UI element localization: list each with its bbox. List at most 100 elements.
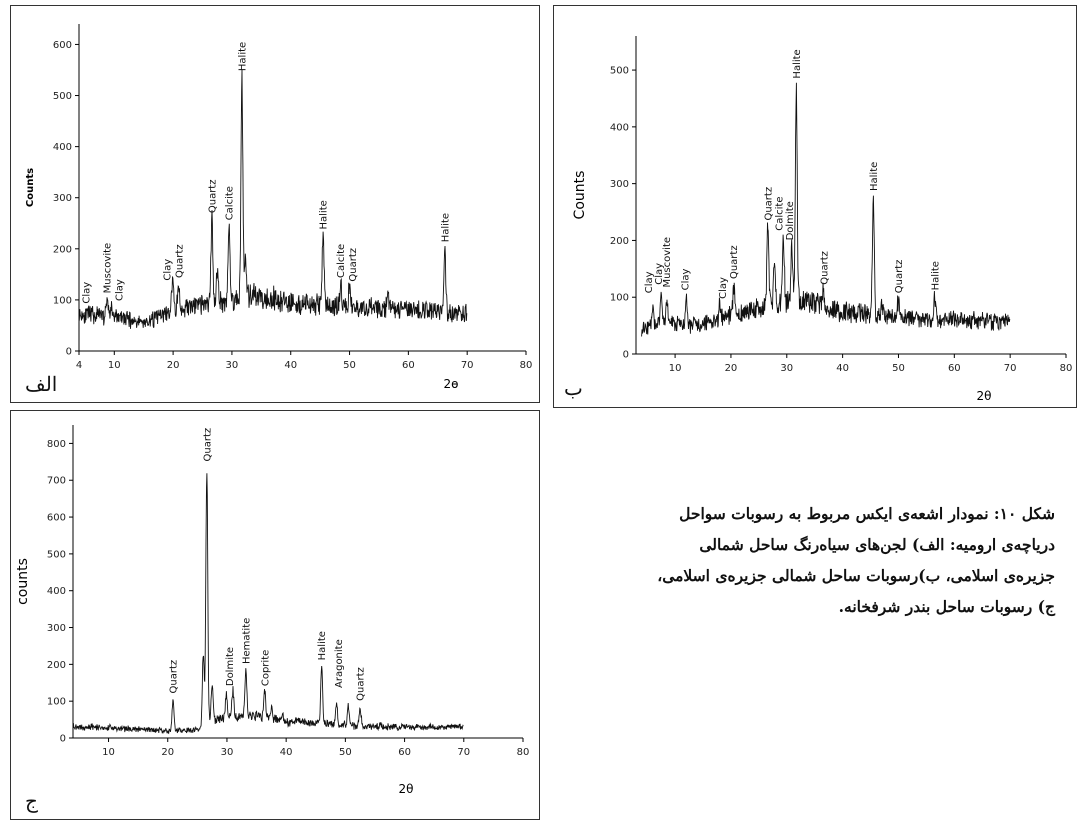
peak-label: Clay [644,271,655,293]
peak-label: Dolmite [785,201,796,240]
chart-b-svg: 0 100 200 300 400 500 10 20 30 40 50 60 70 80 Counts 2θ… [572,36,1073,403]
peak-label: Muscovite [662,237,673,288]
x-axis-title: 2θ [977,389,992,403]
x-tick-label: 40 [284,360,297,371]
x-tick-label: 30 [226,360,239,371]
peak-label: Coprite [260,650,271,686]
x-tick-label: 10 [108,360,121,371]
y-tick-label: 200 [610,236,629,247]
x-tick-label: 10 [102,747,115,758]
xrd-trace [72,473,464,735]
x-tick-label: 60 [402,360,415,371]
y-tick-label: 0 [60,734,66,745]
peak-label: Halite [237,42,248,71]
y-tick-label: 700 [47,476,66,487]
x-tick-label: 50 [339,747,352,758]
peak-label: Quartz [763,187,774,221]
y-tick-label: 400 [53,142,72,153]
xrd-chart-a: 0 100 200 300 400 500 600 4 10 20 30 40 50 60 70 80 Coun… [10,5,540,403]
chart-a-svg: 0 100 200 300 400 500 600 4 10 20 30 40 50 60 70 80 Coun… [25,24,533,391]
x-tick-label: 30 [780,363,793,374]
peak-label: Calcite [336,244,347,278]
y-tick-label: 0 [66,347,72,358]
peak-label: Quartz [207,180,218,214]
x-tick-label: 40 [836,363,849,374]
peak-label: Quartz [169,660,180,694]
peak-label: Halite [319,200,330,229]
x-tick-label: 70 [1004,363,1017,374]
x-tick-label: 70 [457,747,470,758]
y-axis-title: Counts [25,168,36,207]
peak-label: Quartz [820,251,831,285]
peak-label: Quartz [348,248,359,282]
caption-line: ج) رسوبات ساحل بندر شرفخانه. [838,597,1055,616]
x-axis-title: 2ɵ [444,377,459,391]
x-axis-title: 2θ [399,782,414,796]
x-tick-label: 60 [398,747,411,758]
peak-label: Aragonite [334,639,345,688]
peak-label: Clay [82,282,93,304]
y-tick-label: 100 [47,697,66,708]
peak-label: Clay [114,279,125,301]
caption-line: دریاچه‌ی ارومیه: الف) لجن‌های سیاه‌رنگ س… [699,535,1055,554]
xrd-trace [641,82,1011,337]
y-tick-label: 300 [53,193,72,204]
caption-line: شکل ۱۰: نمودار اشعه‌ی ایکس مربوط به رسوب… [679,504,1055,523]
peak-label: Dolmite [225,647,236,686]
figure-caption: شکل ۱۰: نمودار اشعه‌ی ایکس مربوط به رسوب… [555,498,1055,622]
x-tick-label: 80 [520,360,533,371]
y-tick-label: 100 [610,293,629,304]
x-tick-label: 4 [76,360,82,371]
xrd-chart-c: 0 100 200 300 400 500 600 700 800 10 20 30 40 50 60 70 8… [10,410,540,820]
y-tick-label: 400 [610,122,629,133]
y-axis-title: counts [15,558,31,605]
x-tick-label: 20 [167,360,180,371]
y-tick-label: 200 [47,660,66,671]
panel-label-c: ج [25,789,38,813]
peak-label: Clay [654,263,665,285]
y-axis-title: Counts [572,171,588,220]
x-tick-label: 30 [221,747,234,758]
x-tick-label: 60 [948,363,961,374]
x-tick-label: 50 [343,360,356,371]
y-tick-label: 600 [47,513,66,524]
peak-label: Clay [718,277,729,299]
peak-label: Muscovite [103,243,114,294]
peak-label: Calcite [224,186,235,220]
x-tick-label: 50 [892,363,905,374]
y-tick-label: 500 [47,549,66,560]
peak-label: Halite [869,162,880,191]
xrd-chart-b: 0 100 200 300 400 500 10 20 30 40 50 60 70 80 Counts 2θ… [553,5,1077,408]
x-tick-label: 10 [669,363,682,374]
caption-line: جزیره‌ی اسلامی، ب)رسوبات ساحل شمالی جزیر… [657,566,1055,585]
y-tick-label: 800 [47,439,66,450]
peak-label: Quartz [356,667,367,701]
y-tick-label: 500 [53,91,72,102]
x-tick-label: 80 [517,747,530,758]
panel-label-b: ب [564,376,583,400]
xrd-trace [78,69,468,329]
y-tick-label: 300 [610,179,629,190]
peak-label: Halite [792,49,803,78]
peak-label: Halite [440,213,451,242]
peak-label: Quartz [729,245,740,279]
peak-label: Hematite [241,618,252,664]
x-tick-label: 40 [280,747,293,758]
panel-label-a: الف [25,372,58,396]
peak-label: Clay [163,259,174,281]
x-tick-label: 70 [461,360,474,371]
y-tick-label: 600 [53,40,72,51]
peak-label: Halite [930,261,941,290]
x-tick-label: 20 [725,363,738,374]
y-tick-label: 100 [53,295,72,306]
y-tick-label: 200 [53,244,72,255]
peak-label: Halite [317,631,328,660]
x-tick-label: 80 [1060,363,1073,374]
peak-label: Quartz [202,428,213,462]
y-tick-label: 500 [610,66,629,77]
y-tick-label: 300 [47,623,66,634]
chart-c-svg: 0 100 200 300 400 500 600 700 800 10 20 30 40 50 60 70 8… [15,425,530,796]
y-tick-label: 0 [623,350,629,361]
y-tick-label: 400 [47,586,66,597]
peak-label: Quartz [894,260,905,294]
